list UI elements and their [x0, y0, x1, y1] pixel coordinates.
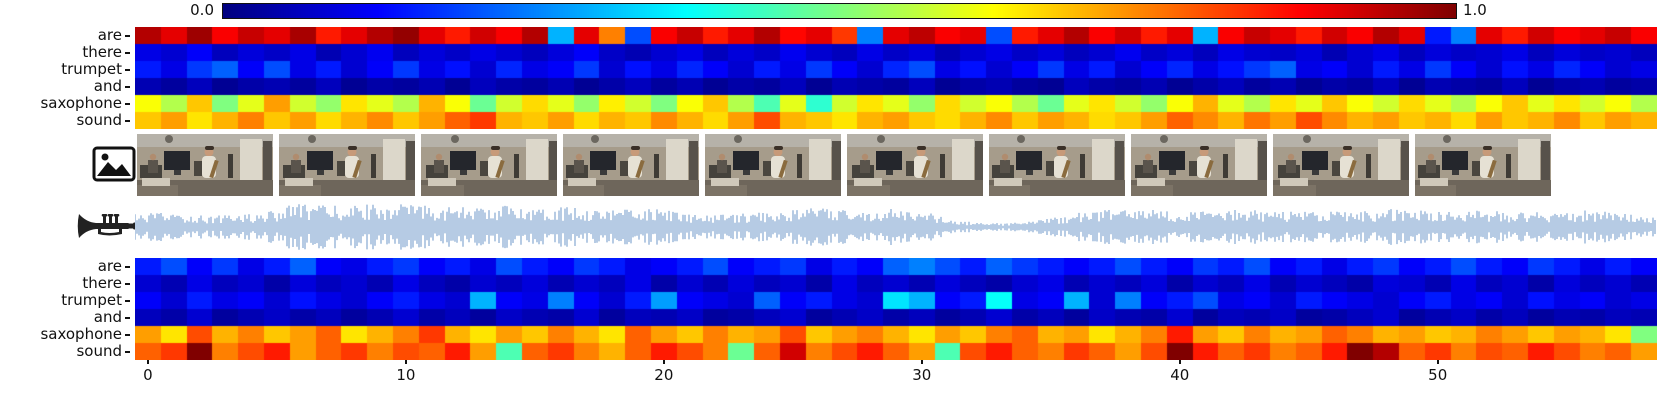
ytick-label-saxophone: saxophone: [0, 95, 130, 112]
video-frame-3: [420, 134, 560, 196]
ytick-label-there: there: [0, 44, 130, 61]
token-text: there: [82, 43, 122, 61]
x-tick-label-50: 50: [1428, 366, 1448, 384]
video-frame-5: [703, 134, 843, 196]
ytick-label-sound: sound: [0, 112, 130, 129]
video-frame-9: [1272, 134, 1412, 196]
ytick-label-trumpet: trumpet: [0, 292, 130, 309]
x-tick-mark: [920, 360, 923, 364]
x-tick-mark: [1436, 360, 1439, 364]
y-tick-mark: [125, 85, 130, 88]
video-frame-image: [560, 134, 700, 196]
video-frame-image: [134, 134, 274, 196]
token-text: trumpet: [61, 60, 122, 78]
audio-waveform: [135, 204, 1656, 250]
ytick-label-are: are: [0, 27, 130, 44]
ytick-label-trumpet: trumpet: [0, 61, 130, 78]
photos-icon: [92, 146, 136, 182]
video-frame-image: [1129, 134, 1269, 196]
video-frame-image: [1412, 134, 1552, 196]
token-text: and: [93, 77, 122, 95]
colorbar: [222, 3, 1457, 19]
x-tick-mark: [662, 360, 665, 364]
video-frame-4: [560, 134, 700, 196]
colorbar-max-label: 1.0: [1463, 1, 1487, 19]
y-tick-mark: [125, 299, 130, 302]
x-tick-label-20: 20: [654, 366, 674, 384]
y-tick-mark: [125, 316, 130, 319]
video-frame-image: [1272, 134, 1412, 196]
video-frame-image: [846, 134, 986, 196]
video-frame-8: [1129, 134, 1269, 196]
token-text: trumpet: [61, 291, 122, 309]
y-tick-mark: [125, 282, 130, 285]
audio-attention-heatmap: [135, 258, 1657, 360]
token-text: are: [97, 26, 122, 44]
ytick-label-and: and: [0, 309, 130, 326]
x-tick-label-0: 0: [143, 366, 153, 384]
token-text: saxophone: [40, 94, 122, 112]
x-tick-label-10: 10: [396, 366, 416, 384]
y-tick-mark: [125, 333, 130, 336]
video-frame-2: [277, 134, 417, 196]
audio-waveform-path: [135, 204, 1656, 250]
ytick-label-and: and: [0, 78, 130, 95]
video-frame-image: [420, 134, 560, 196]
colorbar-min-label: 0.0: [190, 1, 214, 19]
x-tick-label-30: 30: [912, 366, 932, 384]
x-tick-label-40: 40: [1170, 366, 1190, 384]
video-frame-image: [277, 134, 417, 196]
token-text: sound: [76, 111, 122, 129]
video-frame-10: [1412, 134, 1552, 196]
y-tick-mark: [125, 265, 130, 268]
y-tick-mark: [125, 119, 130, 122]
video-frame-7: [986, 134, 1126, 196]
token-text: saxophone: [40, 325, 122, 343]
video-frame-image: [986, 134, 1126, 196]
token-text: sound: [76, 342, 122, 360]
y-tick-mark: [125, 51, 130, 54]
x-axis: 0 10 20 30 40 50: [0, 360, 1661, 390]
y-tick-mark: [125, 102, 130, 105]
video-frame-1: [134, 134, 274, 196]
token-text: and: [93, 308, 122, 326]
token-text: there: [82, 274, 122, 292]
y-tick-mark: [125, 350, 130, 353]
question-token-labels-bottom: are there trumpet and saxophone sound: [0, 258, 130, 360]
ytick-label-there: there: [0, 275, 130, 292]
question-token-labels-top: are there trumpet and saxophone sound: [0, 27, 130, 129]
trumpet-icon: [77, 214, 137, 238]
ytick-label-saxophone: saxophone: [0, 326, 130, 343]
ytick-label-sound: sound: [0, 343, 130, 360]
x-tick-mark: [404, 360, 407, 364]
visual-attention-heatmap: [135, 27, 1657, 129]
ytick-label-are: are: [0, 258, 130, 275]
x-tick-mark: [1178, 360, 1181, 364]
video-frame-strip: [134, 134, 1552, 196]
token-text: are: [97, 257, 122, 275]
video-frame-6: [846, 134, 986, 196]
y-tick-mark: [125, 34, 130, 37]
video-frame-image: [703, 134, 843, 196]
y-tick-mark: [125, 68, 130, 71]
x-tick-mark: [146, 360, 149, 364]
